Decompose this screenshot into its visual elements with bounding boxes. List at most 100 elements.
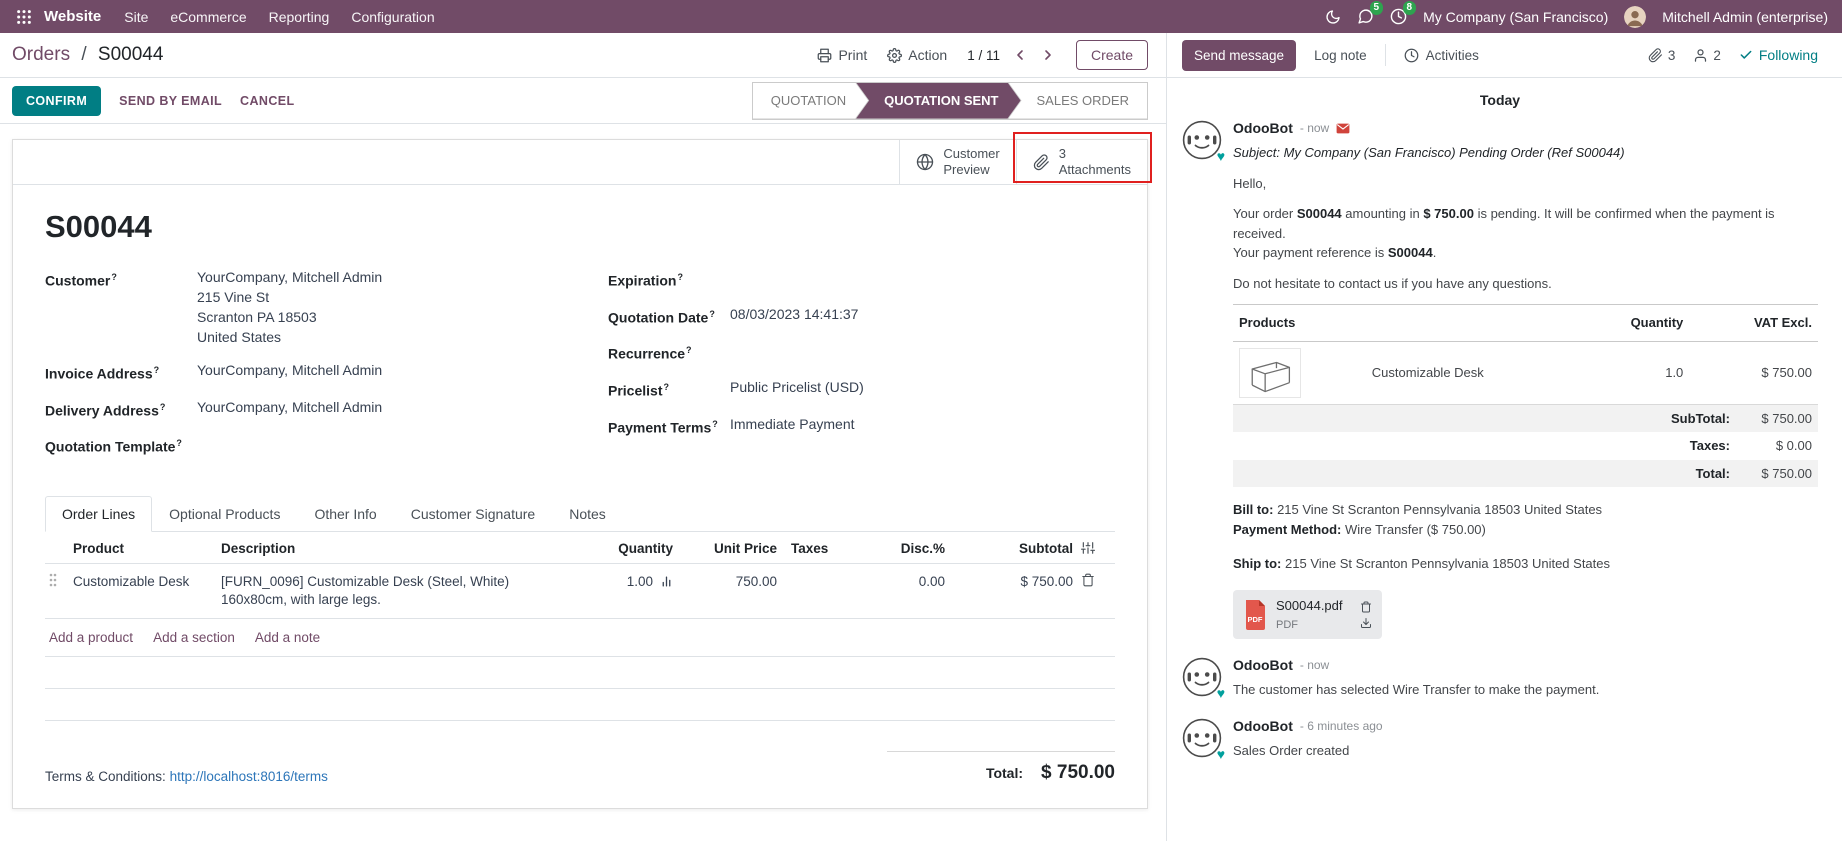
field-recurrence: Recurrence? [608,340,1115,364]
email-taxes-row: Taxes:$ 0.00 [1233,432,1818,460]
pager-next-icon[interactable] [1040,47,1056,63]
delete-attachment-icon[interactable] [1360,601,1372,613]
pricelist-value[interactable]: Public Pricelist (USD) [730,377,1115,397]
toolbar-divider [1385,44,1386,66]
customer-value[interactable]: YourCompany, Mitchell Admin 215 Vine St … [197,267,552,347]
user-icon [1693,48,1708,63]
menu-configuration[interactable]: Configuration [340,9,445,25]
download-attachment-icon[interactable] [1360,617,1372,629]
message-order-created: ♥ OdooBot - 6 minutes ago Sales Order cr… [1182,718,1818,761]
recurrence-value[interactable] [730,340,1115,360]
pager-previous-icon[interactable] [1012,47,1028,63]
payment-terms-value[interactable]: Immediate Payment [730,414,1115,434]
expiration-value[interactable] [730,267,1115,287]
user-menu[interactable]: Mitchell Admin (enterprise) [1662,9,1828,25]
message-author[interactable]: OdooBot [1233,120,1293,136]
add-section-link[interactable]: Add a section [153,630,235,645]
pricelist-label: Pricelist? [608,377,730,401]
cell-unit-price[interactable]: 750.00 [677,563,781,618]
company-switcher[interactable]: My Company (San Francisco) [1423,9,1608,25]
message-author[interactable]: OdooBot [1233,718,1293,734]
column-quantity[interactable]: Quantity [577,532,677,564]
print-button[interactable]: Print [817,47,867,63]
email-pending-paragraph: Your order S00044 amounting in $ 750.00 … [1233,204,1818,263]
schedule-activity-button[interactable]: Activities [1404,48,1479,63]
attachments-button[interactable]: 3 Attachments [1016,140,1147,184]
add-note-link[interactable]: Add a note [255,630,320,645]
terms-link[interactable]: http://localhost:8016/terms [170,769,328,784]
drag-handle-icon[interactable] [49,573,65,587]
dark-mode-icon[interactable] [1325,9,1341,25]
forecast-chart-icon[interactable] [660,575,673,588]
column-description[interactable]: Description [217,532,577,564]
confirm-button[interactable]: CONFIRM [12,86,101,116]
action-label: Action [908,47,947,63]
cell-taxes[interactable] [781,563,853,618]
tab-optional-products[interactable]: Optional Products [152,496,297,532]
step-quotation[interactable]: QUOTATION [753,83,868,119]
cell-description[interactable]: [FURN_0096] Customizable Desk (Steel, Wh… [217,563,577,618]
column-taxes[interactable]: Taxes [781,532,853,564]
payment-terms-label: Payment Terms? [608,414,730,438]
tab-order-lines[interactable]: Order Lines [45,496,152,532]
delete-line-icon[interactable] [1081,573,1111,587]
step-sales-order[interactable]: SALES ORDER [1009,83,1147,119]
email-icon [1336,123,1350,134]
tab-notes[interactable]: Notes [552,496,623,532]
quotation-template-label: Quotation Template? [45,433,197,457]
messages-icon[interactable]: 5 [1357,8,1374,25]
tab-other-info[interactable]: Other Info [297,496,393,532]
invoice-address-value[interactable]: YourCompany, Mitchell Admin [197,360,552,380]
cell-quantity[interactable]: 1.00 [577,563,677,618]
create-button[interactable]: Create [1076,40,1148,70]
followers-count: 2 [1713,48,1721,63]
followers-button[interactable]: 2 [1693,48,1721,63]
attachments-toggle-button[interactable]: 3 [1648,48,1676,63]
delivery-address-value[interactable]: YourCompany, Mitchell Admin [197,397,552,417]
add-product-link[interactable]: Add a product [49,630,133,645]
optional-columns-icon[interactable] [1081,541,1111,555]
step-quotation-sent[interactable]: QUOTATION SENT [856,83,1020,119]
menu-reporting[interactable]: Reporting [258,9,341,25]
log-note-button[interactable]: Log note [1314,48,1367,63]
paperclip-icon [1648,48,1663,63]
apps-menu-icon[interactable] [10,9,38,25]
cancel-button[interactable]: CANCEL [240,94,294,108]
menu-site[interactable]: Site [113,9,159,25]
user-avatar[interactable] [1624,6,1646,28]
tab-customer-signature[interactable]: Customer Signature [394,496,553,532]
cell-subtotal[interactable]: $ 750.00 [949,563,1077,618]
menu-ecommerce[interactable]: eCommerce [159,9,257,25]
column-disc[interactable]: Disc.% [853,532,949,564]
message-author[interactable]: OdooBot [1233,657,1293,673]
pager-value: 1 / 11 [967,48,1000,63]
messages-badge: 5 [1370,1,1384,15]
send-by-email-button[interactable]: SEND BY EMAIL [119,94,222,108]
column-unit-price[interactable]: Unit Price [677,532,781,564]
message-time: - now [1300,658,1329,672]
payment-reference: S00044 [1388,245,1433,260]
activities-clock-icon[interactable]: 8 [1390,8,1407,25]
column-product[interactable]: Product [69,532,217,564]
attachment-name[interactable]: S00044.pdf [1276,596,1343,616]
quotation-date-value[interactable]: 08/03/2023 14:41:37 [730,304,1115,324]
breadcrumb-orders-link[interactable]: Orders [12,44,70,65]
order-line-row[interactable]: Customizable Desk [FURN_0096] Customizab… [45,563,1115,618]
heart-icon: ♥ [1217,747,1225,761]
top-navbar: Website Site eCommerce Reporting Configu… [0,0,1842,33]
following-button[interactable]: Following [1739,47,1818,63]
action-button[interactable]: Action [887,47,947,63]
attachment-type: PDF [1276,617,1343,634]
app-name[interactable]: Website [44,8,101,25]
column-subtotal[interactable]: Subtotal [949,532,1077,564]
send-message-button[interactable]: Send message [1182,40,1296,71]
quotation-template-value[interactable] [197,433,552,453]
order-title[interactable]: S00044 [45,209,1115,245]
cell-product[interactable]: Customizable Desk [69,563,217,618]
attachment-card[interactable]: PDF S00044.pdf PDF [1233,590,1382,639]
field-pricelist: Pricelist? Public Pricelist (USD) [608,377,1115,401]
email-column-quantity: Quantity [1561,305,1690,342]
cell-disc[interactable]: 0.00 [853,563,949,618]
customer-preview-button[interactable]: Customer Preview [899,140,1015,184]
printer-icon [817,48,832,63]
